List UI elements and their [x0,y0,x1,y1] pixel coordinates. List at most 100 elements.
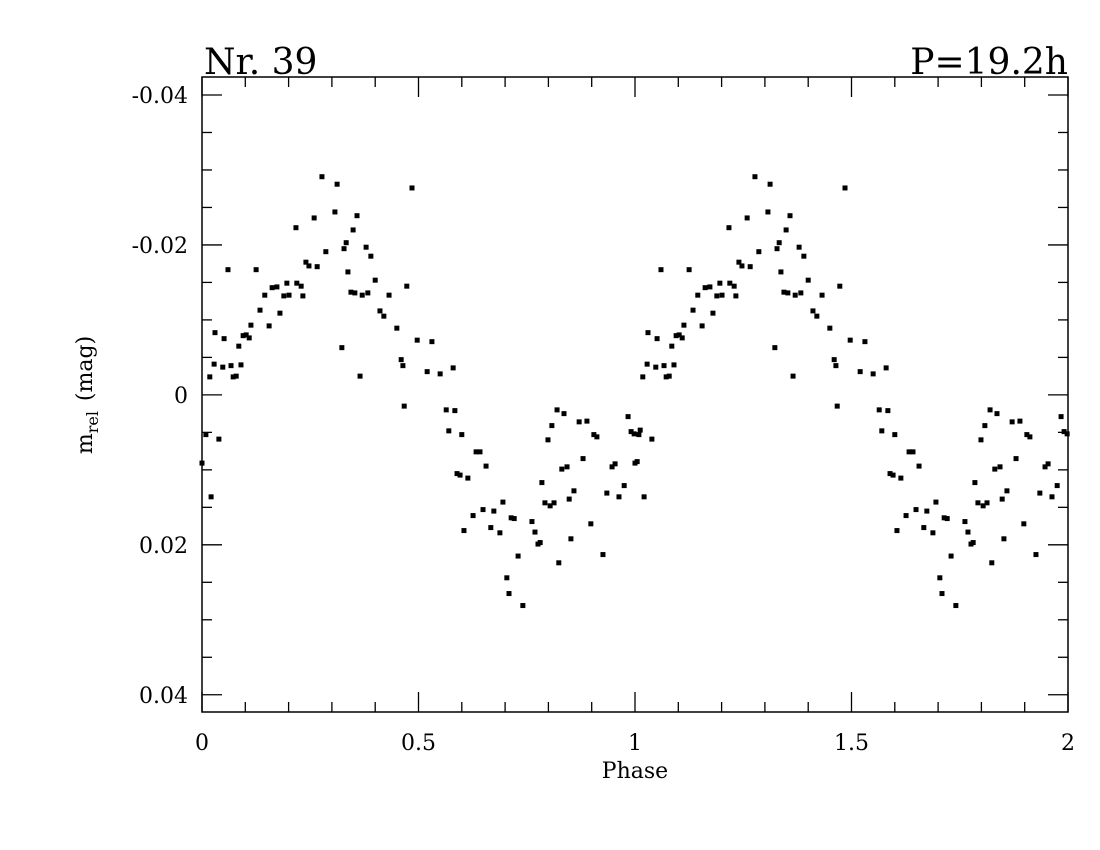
data-point [454,471,460,477]
data-point [827,325,833,331]
data-point [1033,552,1039,558]
data-point [637,427,643,433]
data-point [571,488,577,494]
data-point [561,411,567,417]
data-point [409,185,415,191]
data-point [767,181,773,187]
data-point [885,408,891,414]
data-point [1009,419,1015,425]
data-point [207,374,213,380]
data-point [225,267,231,273]
data-point [810,308,816,314]
data-point [253,267,259,273]
data-point [394,325,400,331]
data-point [429,339,435,345]
y-axis-label: mrel (mag) [73,336,102,454]
data-point [1054,483,1060,489]
data-point [497,530,503,536]
data-point [653,364,659,370]
data-point [632,460,638,466]
data-point [281,293,287,299]
data-point [781,289,787,295]
data-point [898,475,904,481]
data-point [645,330,651,336]
data-point [211,361,217,367]
data-point [787,213,793,219]
data-point [284,280,290,286]
data-point [584,418,590,424]
data-point [262,292,268,298]
data-point [314,264,320,270]
data-point [727,280,733,286]
data-point [266,323,272,329]
y-tick-label: -0.04 [132,84,188,109]
data-point [833,363,839,369]
data-point [532,529,538,535]
data-point [511,516,517,522]
data-point [554,407,560,413]
data-point [515,553,521,559]
data-point [233,373,239,379]
data-point [365,290,371,296]
data-point [238,362,244,368]
data-point [739,263,745,269]
data-point [628,429,634,435]
data-point [208,494,214,500]
data-point [461,528,467,534]
data-point [930,530,936,536]
data-point [736,259,742,265]
data-point [831,357,837,363]
data-point [796,244,802,250]
data-point [870,371,876,377]
data-point [837,283,843,289]
data-point [710,310,716,316]
data-point [980,503,986,509]
x-tick-label: 0.5 [401,731,436,756]
data-point [542,500,548,506]
data-point [348,289,354,295]
data-point [671,362,677,368]
data-point [913,507,919,513]
data-point [747,264,753,270]
data-point [576,419,582,425]
data-point [545,437,551,443]
data-point [948,553,954,559]
data-point [216,436,222,442]
data-point [352,290,358,296]
data-point [450,365,456,371]
y-axis-label-unit: (mag) [73,336,98,401]
data-point [230,374,236,380]
data-point [248,322,254,328]
data-point [274,284,280,290]
data-point [473,449,479,455]
x-tick-label: 1 [628,731,642,756]
data-point [939,591,945,597]
data-point [386,292,392,298]
data-point [814,313,820,319]
data-point [989,560,995,566]
data-point [400,363,406,369]
data-point [220,364,226,370]
data-point [303,259,309,265]
data-point [658,267,664,273]
data-point [539,480,545,486]
data-point [269,285,275,291]
data-point [332,209,338,215]
data-point [972,480,978,486]
data-point [294,280,300,286]
data-point [987,407,993,413]
data-point [997,464,1003,470]
data-point [819,292,825,298]
data-point [857,369,863,375]
data-point [508,515,514,521]
data-point [776,240,782,246]
data-point [924,508,930,514]
data-point [953,603,959,609]
data-point [228,363,234,369]
data-point [446,428,452,434]
data-point [363,244,369,250]
data-point [549,423,555,429]
data-point [921,525,927,531]
data-point [879,428,885,434]
